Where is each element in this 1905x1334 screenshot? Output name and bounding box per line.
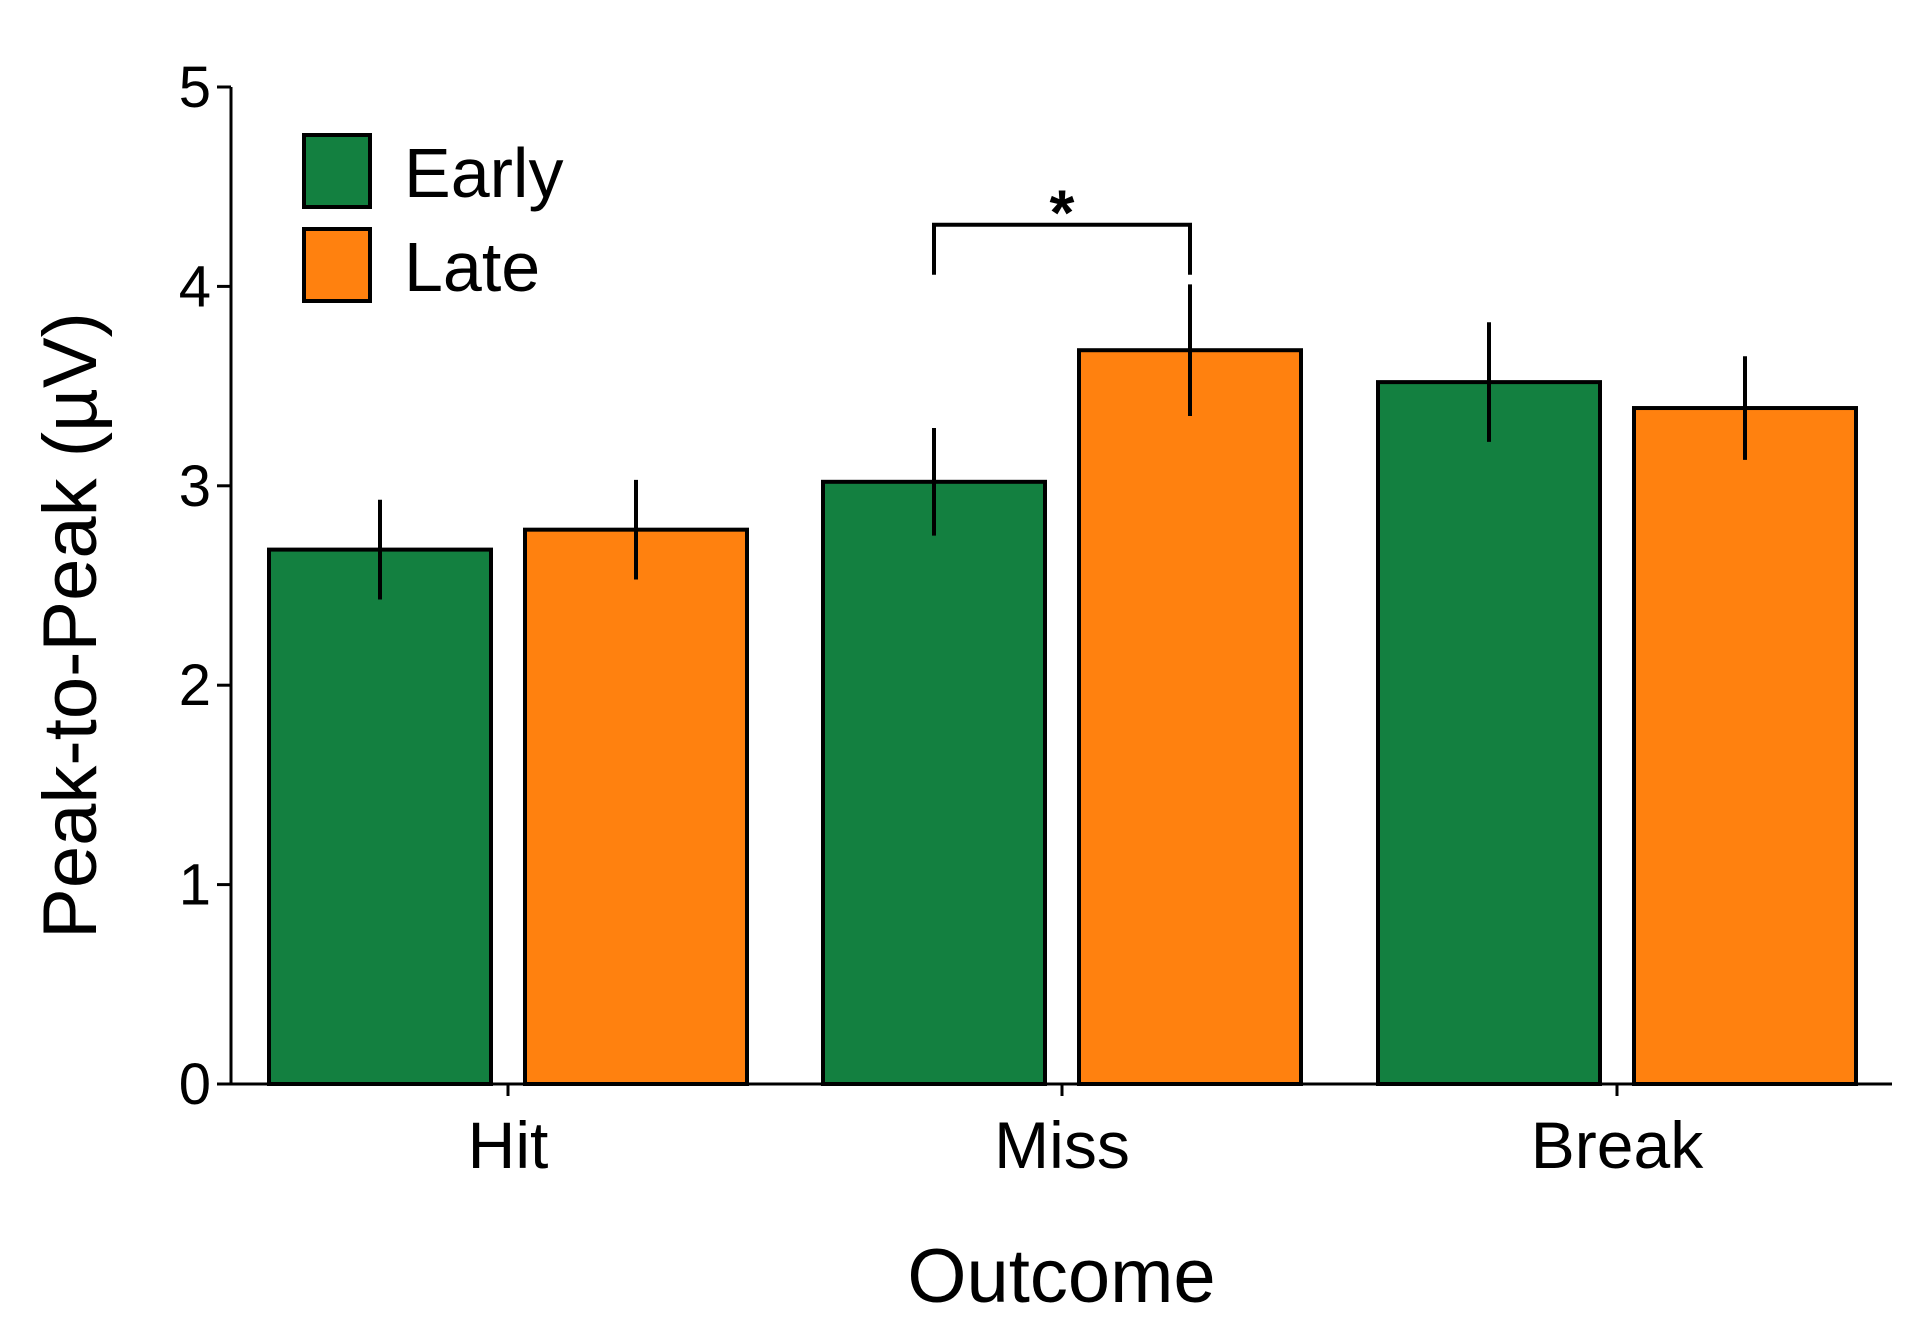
legend-swatch-early [302,133,372,209]
y-tick-label: 3 [179,454,211,519]
y-tick-label: 0 [179,1052,211,1117]
y-tick-label: 5 [179,55,211,120]
bar-early-break [1376,380,1602,1086]
bar-late-hit [523,527,749,1086]
error-bars [378,284,1747,600]
x-tick-label-break: Break [1531,1108,1704,1182]
legend: Early Late [302,133,563,306]
bar-early-miss [821,479,1047,1086]
x-tick-label-miss: Miss [994,1108,1130,1182]
legend-label-early: Early [404,134,563,212]
y-tick-label: 1 [179,853,211,918]
bars [267,348,1858,1086]
legend-swatch-late [302,227,372,303]
bar-late-break [1632,406,1858,1086]
y-tick-label: 2 [179,653,211,718]
x-axis-title: Outcome [907,1234,1215,1319]
bar-early-hit [267,547,493,1086]
legend-label-late: Late [404,228,540,306]
significance-marker: * [1050,177,1075,249]
x-tick-label-hit: Hit [468,1108,549,1182]
annotations: * [932,177,1192,275]
significance-bracket [932,222,1192,275]
y-axis-title: Peak-to-Peak (µV) [28,312,113,939]
bar-late-miss [1077,348,1303,1086]
y-tick-label: 4 [179,254,211,319]
x-ticks: Hit Miss Break [468,1084,1704,1182]
y-ticks: 0 1 2 3 4 5 [179,55,231,1117]
